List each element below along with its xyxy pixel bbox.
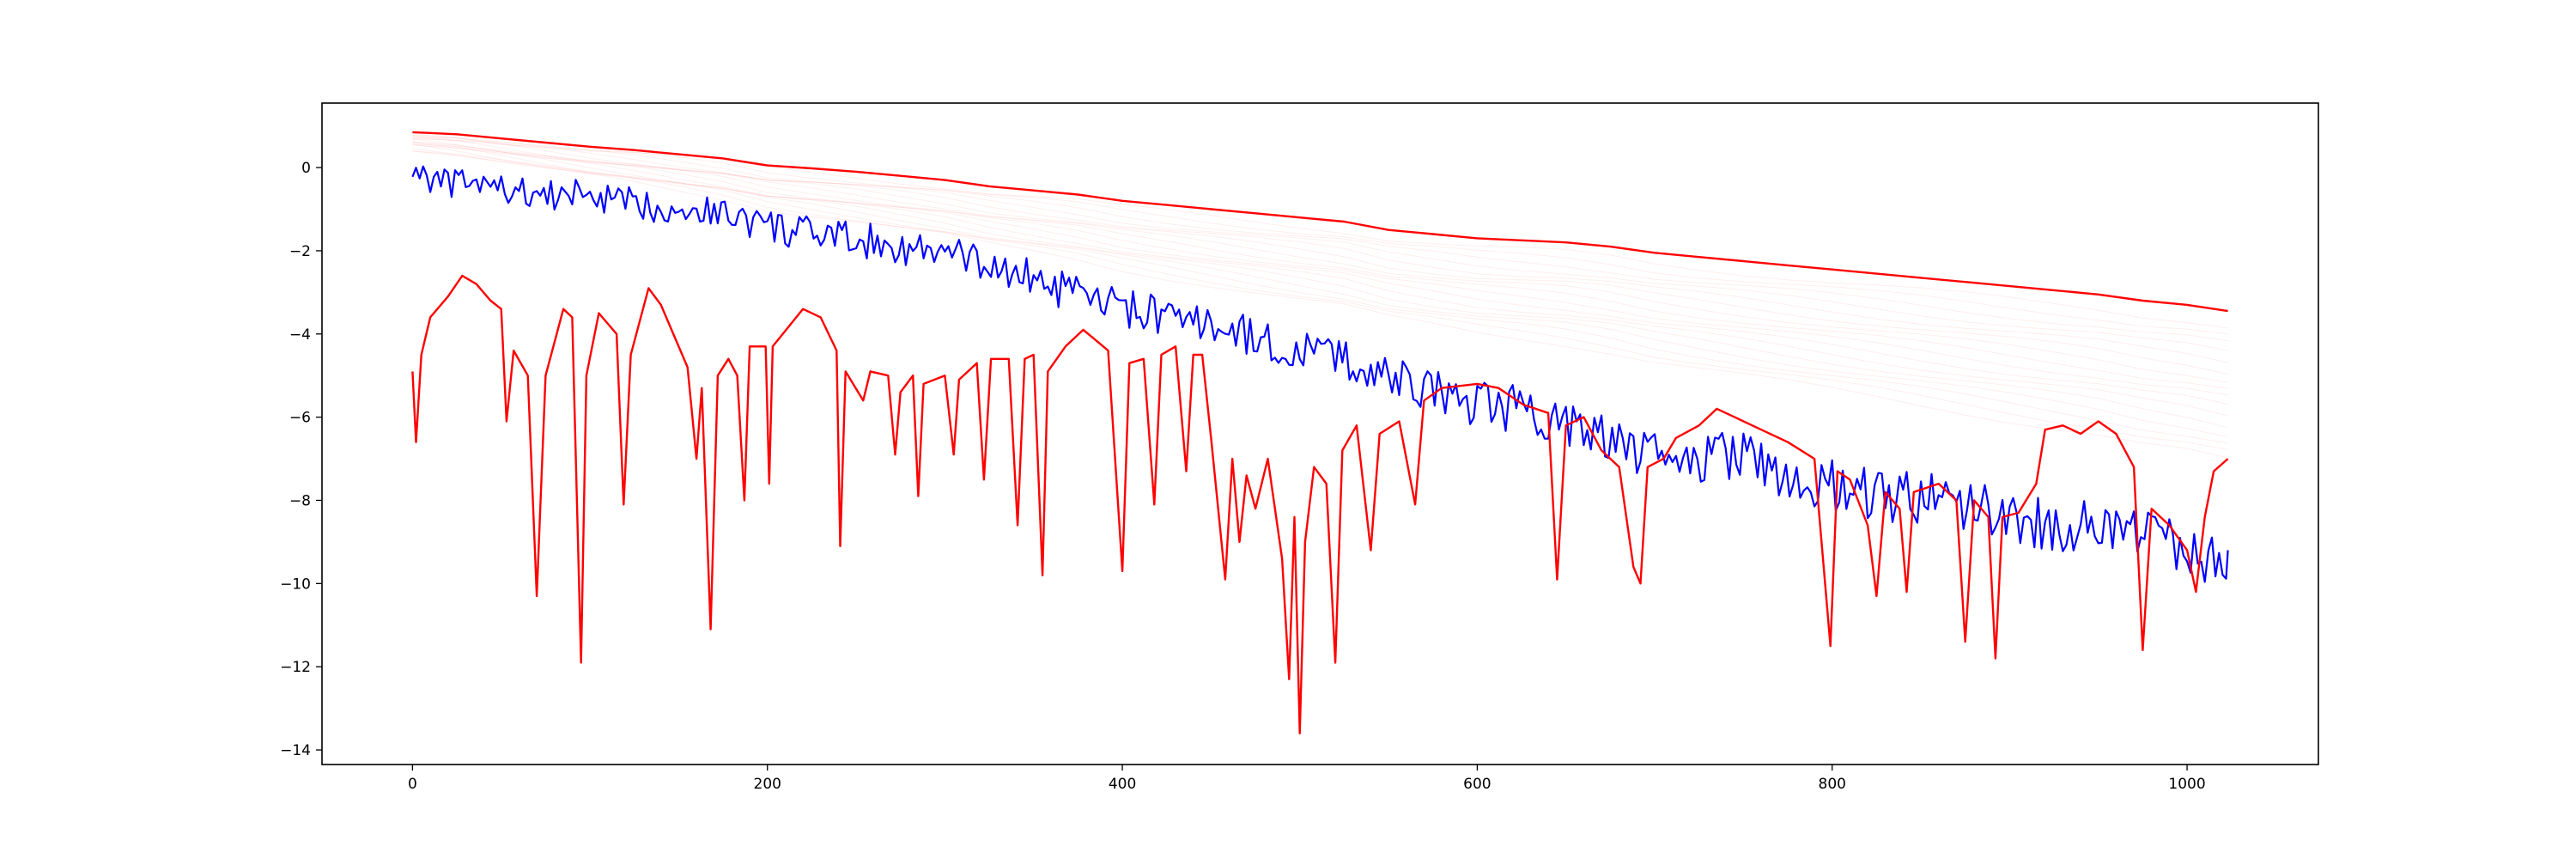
x-tick-label: 200 [754,776,781,793]
y-axis-ticks: 0 −2 −4 −6 −8 −10 −12 −14 [280,160,322,759]
x-tick-label: 800 [1819,776,1846,793]
x-tick-label: 400 [1109,776,1136,793]
series-line-2 [411,165,2229,583]
plot-area [322,103,2318,765]
y-tick-label: −12 [280,659,311,676]
faint-line [412,143,2228,389]
faint-line [412,138,2228,383]
y-tick-label: −2 [289,243,311,260]
y-tick-label: −14 [280,742,311,759]
series-line-3 [411,274,2229,734]
faint-line [412,148,2228,444]
series-line-1 [412,131,2228,313]
faint-background-lines [412,133,2228,459]
y-tick-label: −4 [289,326,311,344]
faint-line [412,143,2228,438]
faint-line [412,141,2228,429]
faint-line [412,137,2228,351]
x-tick-label: 1000 [2168,776,2205,793]
faint-line [412,150,2228,450]
faint-line [412,138,2228,342]
faint-line [412,135,2228,363]
y-tick-label: −8 [289,492,311,509]
faint-line [412,150,2228,459]
x-tick-label: 0 [408,776,417,793]
faint-line [412,135,2228,375]
faint-line [412,144,2228,396]
y-tick-label: 0 [301,160,311,177]
faint-line [412,137,2228,335]
y-tick-label: −10 [280,576,311,593]
plot-frame [321,102,2319,765]
x-tick-label: 600 [1463,776,1491,793]
series-layer [411,131,2229,734]
faint-line [412,143,2228,405]
faint-line [412,141,2228,417]
x-axis-ticks: 0 200 400 600 800 1000 [408,765,2206,793]
y-tick-label: −6 [289,410,311,427]
